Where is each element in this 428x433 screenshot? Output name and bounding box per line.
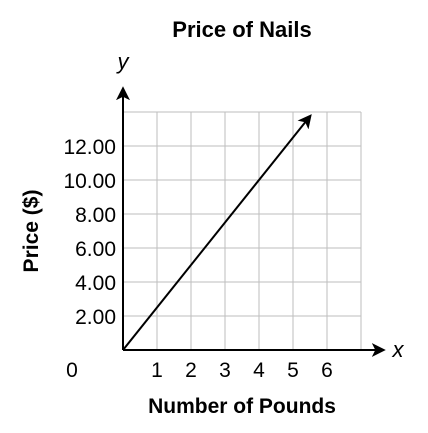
series-line xyxy=(122,114,312,351)
y-axis-label: Price ($) xyxy=(20,190,43,273)
y-tick-label: 12.00 xyxy=(63,136,116,159)
axes xyxy=(116,86,386,357)
tick-labels: 1 2 3 4 5 6 2.00 4.00 6.00 8.00 10.00 12.00 xyxy=(63,136,332,382)
origin-label: 0 xyxy=(66,359,78,382)
x-axis-variable: x xyxy=(392,337,405,362)
y-tick-label: 4.00 xyxy=(75,272,116,295)
x-tick-label: 4 xyxy=(253,359,265,382)
x-axis-label: Number of Pounds xyxy=(148,395,336,418)
x-tick-label: 1 xyxy=(151,359,163,382)
y-tick-label: 8.00 xyxy=(75,204,116,227)
x-tick-label: 2 xyxy=(185,359,197,382)
series xyxy=(122,114,312,351)
chart-title: Price of Nails xyxy=(172,17,311,42)
y-axis-variable: y xyxy=(116,49,131,74)
x-tick-label: 5 xyxy=(287,359,299,382)
grid xyxy=(123,111,362,350)
x-tick-label: 6 xyxy=(321,359,333,382)
y-tick-label: 6.00 xyxy=(75,238,116,261)
x-tick-label: 3 xyxy=(219,359,231,382)
y-tick-label: 10.00 xyxy=(63,170,116,193)
y-tick-label: 2.00 xyxy=(75,306,116,329)
